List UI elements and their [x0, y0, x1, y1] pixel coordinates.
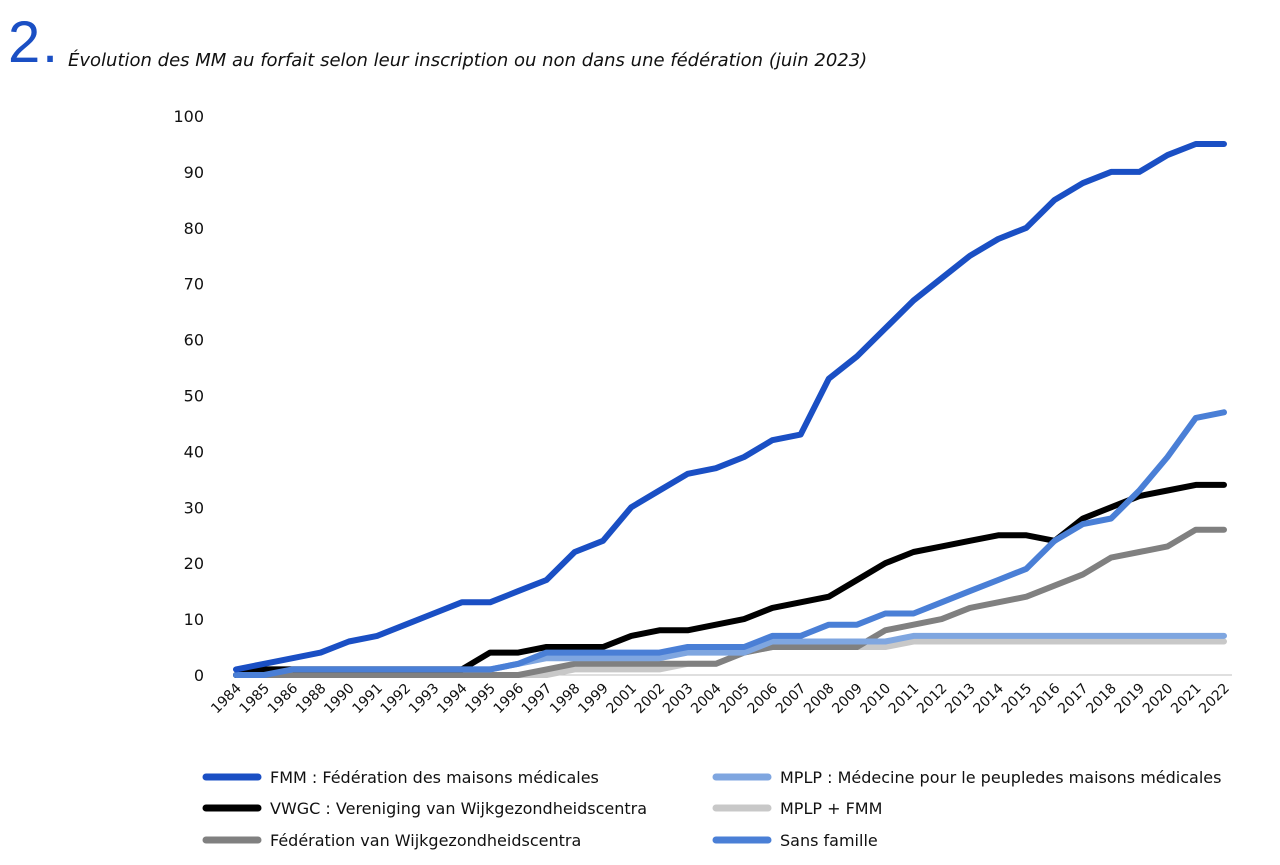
y-tick-label: 0 — [194, 666, 204, 685]
legend-label: MPLP : Médecine pour le peupledes maison… — [780, 768, 1221, 787]
x-tick-label: 2004 — [688, 680, 725, 717]
x-tick-label: 1984 — [208, 680, 245, 717]
legend-label: Fédération van Wijkgezondheidscentra — [270, 831, 581, 850]
x-tick-label: 2002 — [632, 681, 669, 718]
x-tick-label: 1994 — [434, 680, 471, 717]
legend-label: VWGC : Vereniging van Wijkgezondheidscen… — [270, 799, 647, 818]
x-tick-label: 1988 — [293, 681, 330, 718]
x-tick-label: 2011 — [886, 681, 923, 718]
x-tick-label: 2018 — [1083, 681, 1120, 718]
x-tick-label: 2014 — [970, 680, 1007, 717]
x-tick-label: 1998 — [547, 681, 584, 718]
x-tick-label: 2006 — [745, 680, 782, 717]
x-tick-label: 1996 — [491, 680, 528, 717]
y-tick-label: 100 — [173, 107, 204, 126]
x-tick-label: 2021 — [1168, 681, 1205, 718]
x-tick-label: 2007 — [773, 681, 810, 718]
y-tick-label: 40 — [184, 442, 204, 461]
x-tick-label: 2001 — [604, 681, 641, 718]
legend-label: MPLP + FMM — [780, 799, 882, 818]
x-tick-label: 1993 — [406, 681, 443, 718]
x-tick-label: 2015 — [999, 681, 1036, 718]
legend: FMM : Fédération des maisons médicales MP… — [202, 768, 1221, 850]
x-tick-label: 1986 — [265, 680, 302, 717]
chart-title: Évolution des MM au forfait selon leur i… — [68, 49, 867, 71]
x-tick-label: 2009 — [829, 681, 866, 718]
x-tick-label: 1999 — [575, 681, 612, 718]
x-tick-label: 2003 — [660, 681, 697, 718]
x-tick-label: 2022 — [1196, 681, 1233, 718]
chart-number-dot: . — [42, 10, 58, 75]
x-tick-label: 1995 — [462, 681, 499, 718]
chart-number: 2 — [8, 10, 40, 75]
x-tick-label: 1990 — [321, 681, 358, 718]
y-tick-label: 10 — [184, 610, 204, 629]
x-tick-label: 1985 — [237, 681, 274, 718]
x-tick-label: 2013 — [942, 681, 979, 718]
y-tick-label: 60 — [184, 331, 204, 350]
y-tick-label: 20 — [184, 554, 204, 573]
y-axis: 0 10 20 30 40 50 60 70 80 90 100 — [173, 107, 204, 685]
x-tick-label: 2016 — [1027, 680, 1064, 717]
y-tick-label: 70 — [184, 275, 204, 294]
x-tick-label: 2005 — [716, 681, 753, 718]
x-tick-label: 2012 — [914, 681, 951, 718]
legend-label: FMM : Fédération des maisons médicales — [270, 768, 599, 787]
x-tick-label: 1997 — [519, 681, 556, 718]
series-line — [233, 409, 1227, 678]
x-tick-label: 1992 — [378, 681, 415, 718]
y-tick-label: 30 — [184, 498, 204, 517]
y-tick-label: 90 — [184, 163, 204, 182]
x-tick-label: 2008 — [801, 681, 838, 718]
x-tick-label: 2017 — [1055, 681, 1092, 718]
x-axis: 1984198519861988199019911992199319941995… — [208, 674, 1233, 718]
series-line — [233, 141, 1227, 673]
x-tick-label: 2019 — [1112, 681, 1149, 718]
y-tick-label: 80 — [184, 219, 204, 238]
header: 2 . Évolution des MM au forfait selon le… — [8, 10, 867, 75]
x-tick-label: 1991 — [349, 681, 386, 718]
plot-lines — [233, 141, 1227, 678]
series-line — [233, 526, 1227, 678]
x-tick-label: 2010 — [858, 681, 895, 718]
legend-label: Sans famille — [780, 831, 878, 850]
x-tick-label: 2020 — [1140, 681, 1177, 718]
y-tick-label: 50 — [184, 387, 204, 406]
